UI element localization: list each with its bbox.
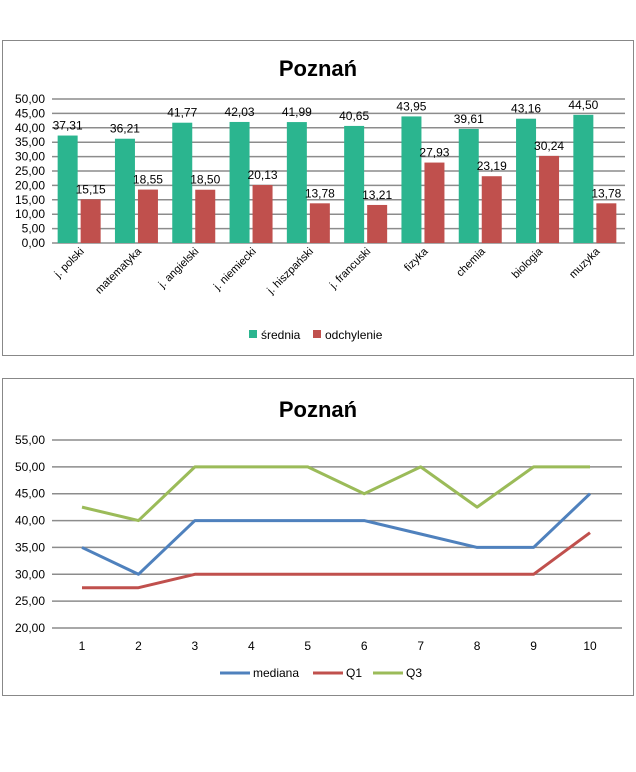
bar-odchylenie (539, 155, 560, 243)
x-tick-label: 9 (530, 639, 537, 653)
y-tick-label: 10,00 (15, 207, 45, 221)
y-tick-label: 20,00 (15, 621, 45, 635)
bar-średnia (172, 122, 193, 243)
data-label: 41,77 (167, 106, 197, 120)
line-chart-title: Poznań (279, 397, 357, 422)
x-tick-label: 8 (474, 639, 481, 653)
y-tick-label: 55,00 (15, 433, 45, 447)
legend-label: odchylenie (325, 328, 383, 342)
y-tick-label: 35,00 (15, 135, 45, 149)
line-chart: 20,00 25,00 30,00 35,00 40,00 45,00 50,00 55,00… (15, 433, 622, 680)
bar-odchylenie (252, 185, 273, 243)
data-label: 13,21 (362, 188, 392, 202)
bar-średnia (344, 125, 365, 243)
y-tick-label: 0,00 (22, 236, 46, 250)
data-label: 18,50 (190, 173, 220, 187)
bar-odchylenie (137, 189, 158, 243)
x-tick-label: 5 (304, 639, 311, 653)
x-tick-label: 1 (79, 639, 86, 653)
data-label: 13,78 (305, 186, 335, 200)
data-label: 15,15 (76, 182, 106, 196)
bar-średnia (458, 128, 479, 243)
line-Q1 (82, 531, 591, 590)
y-tick-label: 40,00 (15, 121, 45, 135)
y-tick-label: 40,00 (15, 514, 45, 528)
data-label: 18,55 (133, 173, 163, 187)
bar-odchylenie (481, 176, 502, 243)
y-tick-label: 20,00 (15, 178, 45, 192)
y-tick-label: 25,00 (15, 594, 45, 608)
x-tick-label: 4 (248, 639, 255, 653)
data-label: 39,61 (454, 112, 484, 126)
y-tick-label: 50,00 (15, 92, 45, 106)
y-tick-label: 50,00 (15, 460, 45, 474)
y-tick-label: 30,00 (15, 567, 45, 581)
bar-odchylenie (367, 204, 388, 243)
data-label: 44,50 (568, 98, 598, 112)
bar-odchylenie (309, 203, 330, 243)
legend-swatch-odchylenie (313, 330, 321, 338)
data-label: 27,93 (419, 146, 449, 160)
legend-label: mediana (253, 666, 299, 680)
legend-label: średnia (261, 328, 301, 342)
x-tick-label: 3 (192, 639, 199, 653)
data-label: 20,13 (248, 168, 278, 182)
legend-label: Q1 (346, 666, 362, 680)
legend-swatch-średnia (249, 330, 257, 338)
data-label: 42,03 (225, 105, 255, 119)
bar-średnia (516, 118, 537, 243)
x-tick-label: 6 (361, 639, 368, 653)
line-chart-frame (2, 378, 634, 696)
bar-średnia (57, 135, 78, 243)
y-tick-label: 15,00 (15, 193, 45, 207)
legend-label: Q3 (406, 666, 422, 680)
bar-średnia (286, 122, 307, 243)
bar-odchylenie (195, 189, 216, 243)
bar-odchylenie (424, 162, 445, 243)
y-tick-label: 30,00 (15, 150, 45, 164)
data-label: 41,99 (282, 105, 312, 119)
bar-średnia (114, 138, 135, 243)
x-tick-label: 2 (135, 639, 142, 653)
data-label: 36,21 (110, 122, 140, 136)
y-tick-label: 45,00 (15, 487, 45, 501)
data-label: 37,31 (53, 119, 83, 133)
bar-odchylenie (80, 199, 101, 243)
x-tick-label: 10 (583, 639, 597, 653)
bar-chart-title: Poznań (279, 56, 357, 81)
data-label: 43,95 (396, 99, 426, 113)
y-tick-label: 35,00 (15, 540, 45, 554)
bar-średnia (229, 121, 250, 243)
y-tick-label: 25,00 (15, 164, 45, 178)
data-label: 13,78 (591, 186, 621, 200)
line-mediana (81, 492, 592, 576)
bar-odchylenie (596, 203, 617, 243)
x-tick-label: 7 (417, 639, 424, 653)
y-tick-label: 5,00 (22, 222, 46, 236)
line-Q3 (81, 465, 590, 523)
data-label: 40,65 (339, 109, 369, 123)
data-label: 43,16 (511, 102, 541, 116)
bar-średnia (573, 114, 594, 243)
y-tick-label: 45,00 (15, 106, 45, 120)
bar-średnia (401, 116, 422, 243)
data-label: 30,24 (534, 139, 564, 153)
data-label: 23,19 (477, 159, 507, 173)
